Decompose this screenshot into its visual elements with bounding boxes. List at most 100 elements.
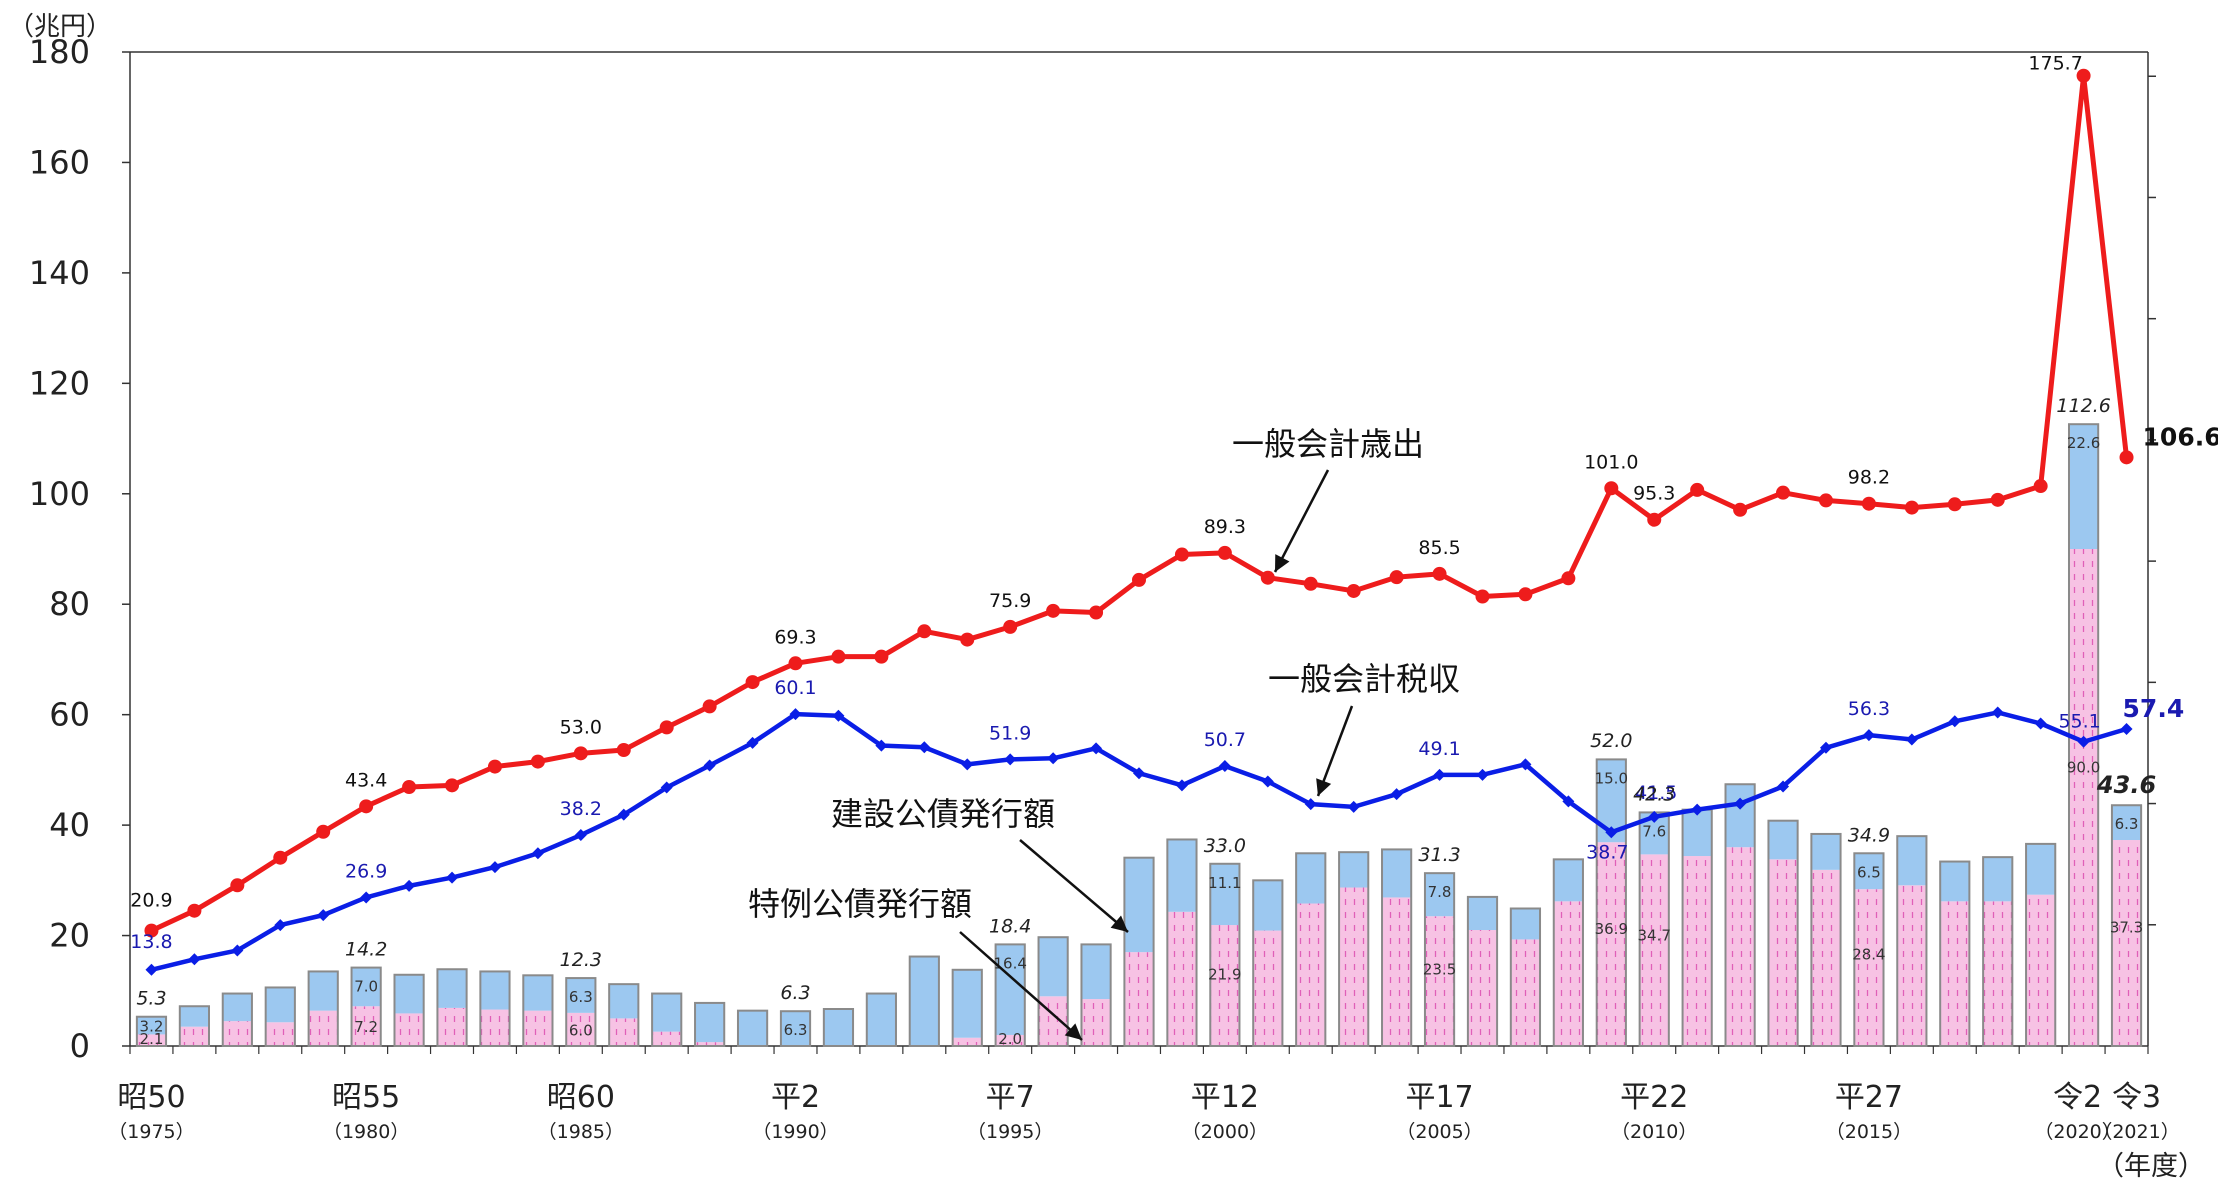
bar-inner-label: 11.1 <box>1208 874 1241 892</box>
annotation-arrow <box>959 931 1083 1041</box>
expenditure-point <box>1776 485 1791 500</box>
bar-outline <box>1381 848 1413 1047</box>
x-tick-label-era: 令3 <box>2112 1080 2161 1115</box>
expenditure-point <box>874 649 889 664</box>
bar-outline <box>1209 862 1241 1047</box>
bar-special-bond <box>2026 894 2056 1046</box>
tax-revenue-point <box>2120 723 2133 736</box>
bar-construction-bond <box>1553 859 1583 902</box>
expenditure-point <box>530 754 545 769</box>
bar-outline <box>1466 895 1499 1048</box>
bar-construction-bond <box>136 1016 167 1035</box>
bar-outline <box>1767 819 1799 1048</box>
tax-revenue-point <box>832 709 845 722</box>
expenditure-point <box>1174 547 1189 562</box>
line-data-label: 20.9 <box>130 890 172 912</box>
expenditure-point <box>831 649 846 664</box>
line-data-label: 38.2 <box>560 798 602 820</box>
tax-revenue-point <box>274 919 287 932</box>
bar-construction-bond <box>394 974 424 1014</box>
bar-outline <box>393 973 425 1047</box>
x-tick-label-year: （1980） <box>323 1121 409 1143</box>
tax-revenue-point <box>2077 735 2090 748</box>
bar-inner-label: 15.0 <box>1595 769 1628 787</box>
bar-inner-label: 7.2 <box>354 1018 378 1036</box>
x-tick-label-era: 平12 <box>1191 1080 1259 1115</box>
expenditure-point <box>1904 500 1919 515</box>
bar-special-bond <box>1081 999 1111 1046</box>
bar-construction-bond <box>1897 836 1927 886</box>
bar-special-bond <box>351 1006 381 1046</box>
expenditure-point <box>1561 571 1576 586</box>
bar-construction-bond <box>1038 937 1068 997</box>
tax-revenue-point <box>1905 733 1918 746</box>
bar-inner-label: 6.3 <box>569 988 593 1006</box>
bar-construction-bond <box>265 987 295 1023</box>
bar-special-bond <box>480 1009 510 1046</box>
bar-outline <box>779 1010 812 1048</box>
x-tick-label-year: （2000） <box>1182 1121 1268 1143</box>
tax-revenue-point <box>1691 803 1704 816</box>
line-data-label: 50.7 <box>1204 729 1246 751</box>
bar-special-bond <box>1124 952 1154 1046</box>
tax-revenue-point <box>1261 775 1274 788</box>
bar-outline <box>608 983 640 1048</box>
annotation-label: 一般会計税収 <box>1268 660 1460 698</box>
bar-construction-bond <box>1467 896 1498 931</box>
expenditure-point <box>1990 492 2005 507</box>
bar-inner-label: 16.4 <box>993 954 1026 972</box>
bar-special-bond <box>1467 930 1498 1046</box>
bar-inner-label: 2.1 <box>140 1030 164 1048</box>
expenditure-point <box>745 675 760 690</box>
bar-total-label: 42.3 <box>1633 783 1675 805</box>
expenditure-point <box>1432 566 1447 581</box>
bar-special-bond <box>1553 901 1583 1046</box>
expenditure-point <box>616 743 631 758</box>
line-data-label: 89.3 <box>1204 516 1246 538</box>
bar-outline <box>479 970 511 1048</box>
expenditure-point <box>659 720 674 735</box>
bar-construction-bond <box>1983 857 2013 902</box>
bar-special-bond <box>1167 911 1197 1046</box>
tax-revenue-point <box>1948 715 1961 728</box>
bar-outline <box>221 992 253 1047</box>
bar-inner-label: 34.7 <box>1638 927 1671 945</box>
bar-special-bond <box>222 1021 252 1046</box>
expenditure-point <box>702 699 717 714</box>
tax-revenue-point <box>617 808 630 821</box>
bar-special-bond <box>136 1034 167 1046</box>
x-tick-label-year: （2015） <box>1826 1121 1912 1143</box>
y-tick-label: 40 <box>49 806 90 844</box>
x-tick-label-era: 昭50 <box>117 1080 185 1115</box>
bar-total-label: 33.0 <box>1204 835 1246 857</box>
bar-outline <box>1982 856 2014 1048</box>
tax-revenue-point <box>746 736 759 749</box>
expenditure-point <box>402 780 417 795</box>
bar-construction-bond <box>1424 873 1455 917</box>
tax-revenue-point <box>488 861 501 874</box>
expenditure-point <box>230 878 245 893</box>
bar-construction-bond <box>179 1006 210 1027</box>
bar-outline <box>736 1009 769 1047</box>
expenditure-point <box>1046 603 1061 618</box>
annotation-label: 特例公債発行額 <box>748 885 972 923</box>
bar-outline <box>994 943 1026 1047</box>
bar-construction-bond <box>480 971 510 1010</box>
bar-outline <box>1166 838 1198 1047</box>
bar-construction-bond <box>1510 908 1541 940</box>
line-data-label: 57.4 <box>2123 694 2185 723</box>
bar-inner-label: 6.3 <box>784 1021 808 1039</box>
bar-special-bond <box>1768 859 1798 1046</box>
tax-revenue-point <box>1133 767 1145 780</box>
line-data-label: 175.7 <box>2028 53 2082 75</box>
tax-revenue-point <box>1433 768 1446 781</box>
line-data-label: 13.8 <box>130 931 172 953</box>
bar-outline <box>2110 804 2143 1048</box>
bar-outline <box>651 992 683 1047</box>
x-tick-label-era: 平27 <box>1835 1080 1903 1115</box>
tax-revenue-point <box>961 758 974 771</box>
bar-construction-bond <box>222 993 252 1022</box>
bar-total-label: 43.6 <box>2096 771 2156 799</box>
tax-revenue-point <box>1819 741 1832 754</box>
tax-revenue-point <box>1734 797 1747 810</box>
